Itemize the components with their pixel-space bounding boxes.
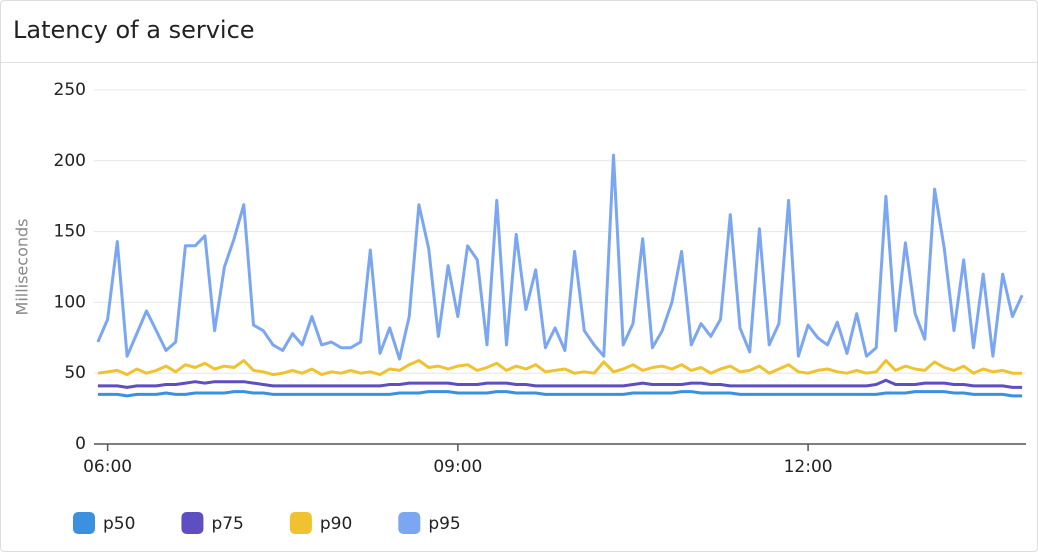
- series-line: [96, 153, 1024, 361]
- legend-swatch: [398, 512, 421, 534]
- series-line: [97, 359, 1023, 377]
- y-tick-label: 50: [64, 363, 86, 383]
- panel-header: Latency of a service: [1, 1, 1037, 63]
- legend-label: p50: [103, 514, 135, 534]
- panel-title: Latency of a service: [13, 16, 255, 44]
- y-axis-label: Milliseconds: [13, 219, 32, 316]
- legend-swatch: [73, 512, 95, 534]
- y-tick-label: 200: [54, 151, 86, 171]
- series-line: [97, 378, 1023, 389]
- y-tick-label: 100: [54, 292, 86, 312]
- series-line: [97, 390, 1023, 398]
- x-tick-label: 06:00: [83, 457, 132, 477]
- x-tick-label: 12:00: [784, 457, 833, 477]
- legend-swatch: [181, 512, 204, 534]
- legend-label: p90: [320, 514, 352, 534]
- y-tick-label: 0: [75, 434, 86, 454]
- y-tick-label: 250: [54, 80, 86, 100]
- y-tick-label: 150: [54, 222, 86, 242]
- legend-swatch: [289, 512, 312, 534]
- x-tick-label: 09:00: [433, 457, 482, 477]
- legend-label: p75: [211, 514, 243, 534]
- legend-label: p95: [428, 514, 460, 534]
